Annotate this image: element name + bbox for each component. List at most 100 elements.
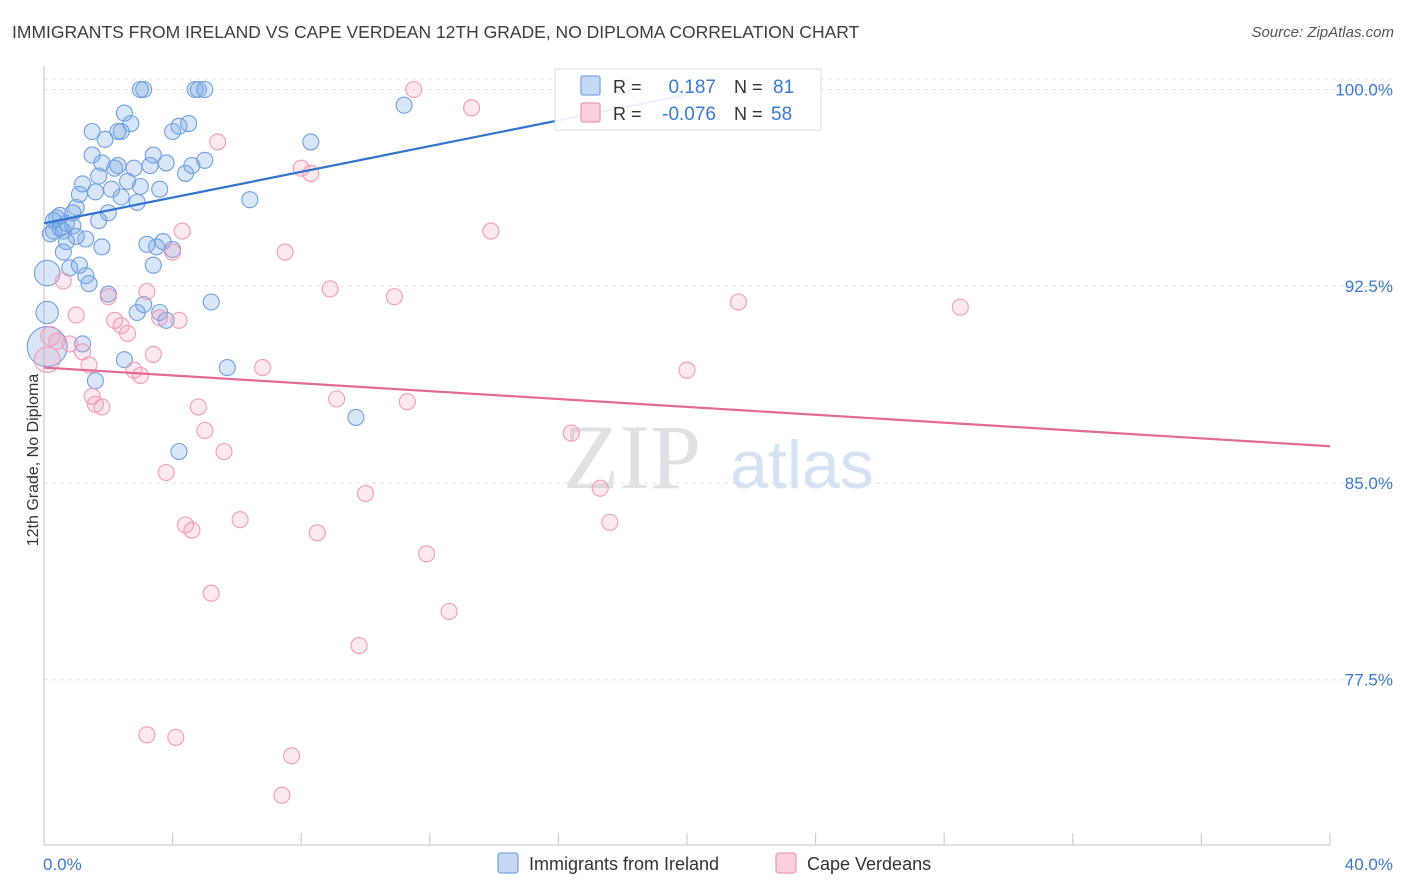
ireland-point-67 bbox=[144, 256, 162, 274]
svg-text:N =: N = bbox=[734, 104, 763, 124]
capeverde-point-30 bbox=[231, 511, 249, 529]
ireland-point-42 bbox=[170, 117, 188, 135]
ireland-point-76 bbox=[196, 151, 214, 169]
capeverde-point-29 bbox=[215, 442, 233, 461]
x-tick-label-right: 40.0% bbox=[1345, 855, 1393, 874]
stats-box: R = 0.187 N = 81 R = -0.076 N = 58 bbox=[554, 68, 822, 131]
ireland-point-61 bbox=[77, 267, 95, 285]
trend-line-capeverde bbox=[43, 366, 1331, 448]
capeverde-point-50 bbox=[601, 513, 619, 531]
ireland-point-62 bbox=[83, 122, 101, 141]
capeverde-point-57 bbox=[173, 222, 191, 240]
capeverde-point-38 bbox=[328, 390, 346, 408]
ireland-point-64 bbox=[112, 122, 130, 141]
ireland-point-21 bbox=[96, 130, 114, 148]
capeverde-point-21 bbox=[164, 243, 182, 261]
y-tick-label-2: 85.0% bbox=[1345, 474, 1393, 493]
capeverde-point-44 bbox=[418, 545, 436, 563]
chart-title: IMMIGRANTS FROM IRELAND VS CAPE VERDEAN … bbox=[12, 22, 860, 42]
trend-lines bbox=[43, 93, 1331, 448]
capeverde-point-42 bbox=[398, 393, 416, 411]
svg-text:R =: R = bbox=[613, 104, 642, 124]
capeverde-point-14 bbox=[119, 324, 137, 342]
capeverde-point-18 bbox=[144, 345, 162, 363]
ireland-point-1 bbox=[35, 300, 59, 325]
axes bbox=[43, 66, 1331, 846]
ireland-point-75 bbox=[180, 115, 198, 133]
ireland-point-12 bbox=[67, 198, 85, 217]
capeverde-point-25 bbox=[189, 398, 207, 416]
capeverde-point-41 bbox=[385, 288, 403, 306]
capeverde-point-46 bbox=[463, 99, 481, 117]
ireland-point-24 bbox=[106, 159, 124, 177]
ireland-point-27 bbox=[115, 104, 133, 122]
capeverde-point-48 bbox=[562, 424, 580, 442]
capeverde-point-20 bbox=[157, 463, 175, 482]
capeverde-point-56 bbox=[273, 786, 291, 804]
stats-swatch-ireland bbox=[580, 75, 601, 96]
ireland-point-70 bbox=[86, 372, 104, 390]
ireland-point-8 bbox=[54, 243, 72, 261]
capeverde-point-24 bbox=[183, 521, 201, 539]
y-tick-label-0: 100.0% bbox=[1335, 80, 1393, 99]
capeverde-point-19 bbox=[151, 309, 169, 327]
ireland-point-52 bbox=[347, 408, 365, 426]
capeverde-point-17 bbox=[138, 282, 156, 301]
zipatlas-watermark: ZIP atlas bbox=[563, 406, 874, 508]
capeverde-point-36 bbox=[308, 524, 326, 542]
capeverde-point-27 bbox=[202, 584, 220, 602]
capeverde-point-16 bbox=[131, 366, 149, 384]
capeverde-point-31 bbox=[254, 359, 272, 377]
capeverde-point-53 bbox=[951, 298, 969, 316]
tick-labels: 100.0% 92.5% 85.0% 77.5% 0.0% 40.0% bbox=[43, 80, 1393, 874]
y-tick-label-1: 92.5% bbox=[1345, 277, 1393, 296]
capeverde-point-32 bbox=[276, 243, 294, 261]
ireland-point-44 bbox=[183, 157, 201, 175]
stats-r-capeverde: -0.076 bbox=[662, 104, 716, 125]
ireland-point-15 bbox=[77, 230, 95, 248]
capeverde-point-47 bbox=[482, 222, 500, 240]
ireland-point-32 bbox=[131, 177, 149, 196]
ireland-point-47 bbox=[196, 80, 214, 99]
capeverde-point-45 bbox=[440, 602, 458, 621]
ireland-point-3 bbox=[41, 225, 59, 243]
ireland-point-69 bbox=[170, 442, 188, 461]
ireland-point-18 bbox=[86, 183, 104, 201]
ireland-point-30 bbox=[125, 159, 143, 177]
ireland-point-73 bbox=[131, 80, 149, 99]
ireland-point-46 bbox=[189, 80, 207, 99]
legend-swatch-ireland bbox=[497, 852, 519, 874]
series-cape-verdeans bbox=[33, 80, 969, 804]
ireland-point-72 bbox=[109, 157, 127, 175]
ireland-point-66 bbox=[135, 296, 153, 314]
capeverde-point-0 bbox=[33, 346, 61, 374]
ireland-point-59 bbox=[70, 256, 88, 274]
stats-r-ireland: 0.187 bbox=[668, 77, 716, 98]
capeverde-point-26 bbox=[196, 421, 214, 440]
capeverde-point-10 bbox=[93, 398, 111, 416]
capeverde-point-22 bbox=[170, 311, 188, 329]
ireland-point-51 bbox=[302, 133, 320, 151]
capeverde-point-2 bbox=[48, 332, 66, 350]
capeverde-point-40 bbox=[356, 484, 375, 503]
ireland-point-79 bbox=[93, 238, 111, 256]
capeverde-point-5 bbox=[67, 306, 85, 324]
ireland-point-36 bbox=[144, 146, 162, 164]
ireland-point-9 bbox=[57, 233, 76, 251]
stats-n-ireland: 81 bbox=[773, 77, 794, 98]
watermark-atlas: atlas bbox=[730, 427, 874, 503]
capeverde-point-3 bbox=[54, 272, 72, 290]
ireland-point-49 bbox=[218, 359, 236, 377]
ireland-point-78 bbox=[115, 351, 133, 369]
svg-text:R =: R = bbox=[613, 77, 642, 97]
svg-text:N =: N = bbox=[734, 77, 763, 97]
ireland-point-71 bbox=[90, 167, 108, 185]
series-immigrants-from-ireland bbox=[26, 78, 632, 461]
capeverde-point-4 bbox=[61, 335, 79, 353]
ireland-point-50 bbox=[241, 191, 259, 209]
stats-swatch-capeverde bbox=[580, 102, 601, 123]
ireland-point-26 bbox=[112, 188, 130, 206]
capeverde-point-28 bbox=[209, 133, 227, 151]
capeverde-point-54 bbox=[138, 726, 156, 744]
stats-n-capeverde: 58 bbox=[771, 104, 792, 125]
